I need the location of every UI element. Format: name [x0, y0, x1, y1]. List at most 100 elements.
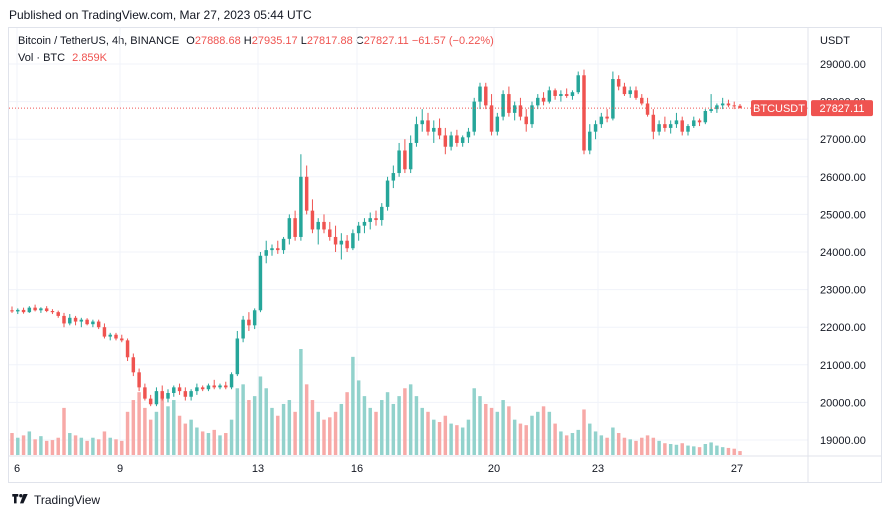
symbol-legend[interactable]: Bitcoin / TetherUS, 4h, BINANCE O27888.6… — [18, 35, 494, 47]
close-value: 27827.11 — [363, 35, 409, 47]
volume-bar — [310, 400, 315, 455]
volume-bar — [362, 396, 367, 455]
volume-bar — [125, 411, 130, 455]
volume-bar — [541, 406, 546, 455]
candle-body — [137, 372, 141, 388]
volume-bar — [460, 427, 465, 455]
tradingview-logo-icon — [12, 494, 28, 504]
candle-body — [611, 79, 615, 119]
volume-bar — [131, 400, 136, 455]
candle-body — [85, 319, 89, 325]
volume-bar — [183, 423, 188, 455]
candle-body — [328, 229, 332, 237]
price-tick-label: 25000.00 — [820, 209, 866, 221]
volume-bar — [316, 411, 320, 455]
candle-body — [374, 218, 378, 221]
volume-bar — [709, 442, 713, 455]
volume-bar — [114, 439, 118, 455]
volume-bar — [530, 415, 534, 455]
volume-bar — [484, 403, 488, 455]
volume-bar — [10, 433, 14, 455]
candle-body — [495, 116, 500, 132]
candle-body — [634, 90, 638, 98]
volume-bar — [276, 415, 280, 455]
candle-body — [177, 387, 182, 392]
candle-body — [143, 387, 147, 399]
candle-body — [449, 135, 453, 147]
candle-body — [420, 120, 424, 125]
candle-body — [131, 357, 136, 373]
volume-bar — [212, 429, 216, 455]
volume-legend[interactable]: Vol · BTC 2.859K — [18, 52, 107, 64]
volume-bar — [368, 407, 372, 455]
price-tick-label: 26000.00 — [820, 172, 866, 184]
candle-body — [351, 233, 355, 249]
volume-bar — [33, 439, 37, 455]
volume-bar — [692, 446, 696, 455]
candle-body — [536, 97, 540, 106]
candle-body — [616, 79, 621, 87]
volume-bar — [27, 431, 32, 455]
volume-bar — [21, 435, 26, 455]
candle-body — [322, 221, 326, 230]
volume-bar — [304, 384, 309, 455]
candle-body — [582, 75, 586, 151]
candle-body — [697, 120, 702, 123]
candle-body — [472, 101, 476, 132]
volume-bar — [50, 440, 55, 455]
candle-body — [530, 105, 534, 125]
candle-body — [189, 391, 193, 397]
currency-label: USDT — [820, 35, 850, 47]
candle-body — [668, 124, 673, 128]
candle-body — [356, 225, 361, 234]
volume-bar — [443, 415, 448, 455]
volume-bar — [287, 400, 292, 455]
volume-bar — [333, 411, 338, 455]
candle-body — [443, 135, 448, 147]
candle-body — [258, 255, 263, 311]
last-price-tag-label: 27827.11 — [819, 103, 864, 115]
volume-bar — [96, 439, 101, 455]
volume-bar — [385, 392, 390, 455]
volume-bar — [616, 433, 621, 455]
volume-bar — [720, 447, 725, 455]
volume-bar — [403, 388, 407, 455]
candle-body — [478, 86, 482, 102]
candle-body — [276, 248, 280, 251]
volume-bar — [501, 400, 505, 455]
candle-body — [50, 311, 55, 313]
footer[interactable]: TradingView — [10, 493, 100, 507]
candle-body — [507, 94, 511, 113]
symbol-title[interactable]: Bitcoin / TetherUS, 4h, BINANCE — [18, 35, 180, 47]
candle-body — [680, 120, 684, 132]
price-axis: 29000.0028000.0027000.0026000.0025000.00… — [807, 28, 866, 483]
candle-body — [512, 105, 517, 113]
candle-body — [96, 321, 101, 328]
volume-bar — [281, 403, 286, 455]
volume-bar — [414, 396, 419, 455]
volume-bar — [160, 396, 164, 455]
time-axis: 6 9 13 16 20 23 27 — [9, 455, 882, 475]
candle-body — [39, 308, 43, 311]
candle-body — [628, 90, 632, 95]
time-tick-label: 6 — [14, 463, 20, 475]
volume-bar — [328, 417, 332, 455]
volume-bar — [339, 403, 344, 455]
candle-body — [663, 124, 667, 128]
candle-body — [16, 309, 20, 312]
volume-bar — [686, 445, 690, 455]
candle-body — [368, 218, 372, 222]
candle-body — [622, 86, 627, 95]
candle-body — [310, 210, 315, 230]
candle-body — [640, 97, 644, 104]
volume-bar — [73, 435, 78, 455]
candles — [10, 69, 742, 407]
candle-body — [91, 321, 95, 325]
volume-bar — [553, 423, 557, 455]
time-tick-label: 27 — [731, 463, 743, 475]
volume-bar — [703, 444, 708, 455]
volume-bar — [449, 423, 453, 455]
candle-body — [692, 120, 696, 127]
candle-body — [79, 319, 84, 322]
